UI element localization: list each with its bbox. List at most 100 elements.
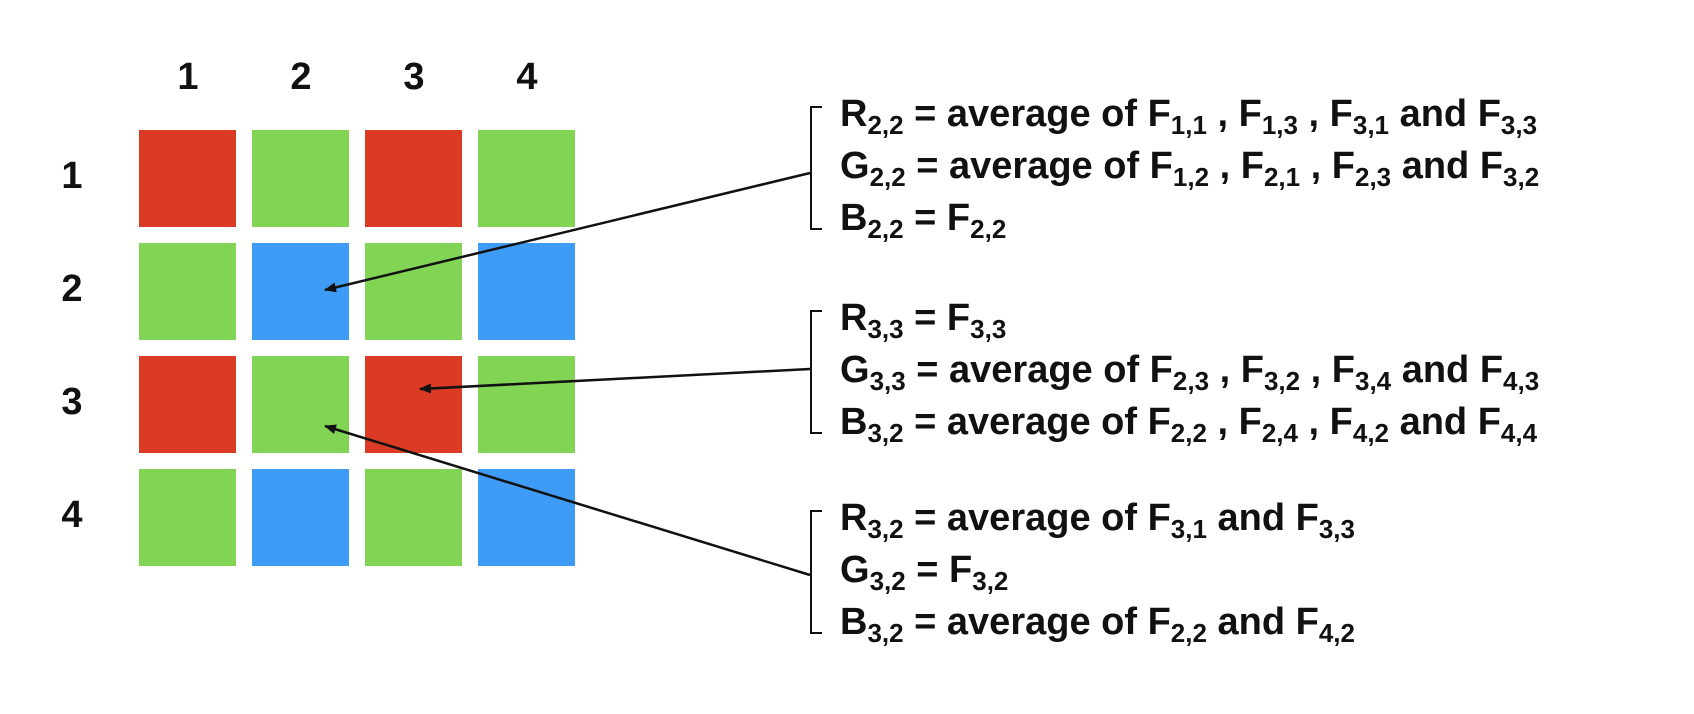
bracket-2 — [810, 310, 822, 434]
equation-subscript: 3,1 — [1352, 110, 1390, 140]
pixel-cell-2-3 — [365, 243, 462, 340]
equation-term: and F — [1389, 401, 1501, 443]
equation-line: G3,3 = average of F2,3 , F3,2 , F3,4 and… — [840, 348, 1539, 394]
pixel-cell-4-1 — [139, 469, 236, 566]
equation-term: , F — [1209, 145, 1264, 187]
col-label-2: 2 — [290, 56, 312, 98]
pixel-cell-3-1 — [139, 356, 236, 453]
col-label-3: 3 — [403, 56, 425, 98]
equation-subscript: 4,2 — [1352, 418, 1390, 448]
equation-term: = average of F — [903, 401, 1171, 443]
equation-term: G — [840, 145, 870, 187]
equation-block-1: R2,2 = average of F1,1 , F1,3 , F3,1 and… — [810, 92, 1670, 242]
equation-line: B2,2 = F2,2 — [840, 196, 1006, 242]
row-label-1: 1 — [61, 155, 83, 197]
equation-line: B3,2 = average of F2,2 and F4,2 — [840, 600, 1355, 646]
equation-subscript: 4,2 — [1318, 618, 1355, 648]
arrow-to-cell-2-2 — [324, 171, 811, 293]
equation-line: G3,2 = F3,2 — [840, 548, 1008, 594]
equation-subscript: 3,2 — [867, 514, 904, 544]
equation-subscript: 2,2 — [869, 162, 906, 192]
equation-subscript: 2,2 — [970, 214, 1007, 244]
bracket-3 — [810, 510, 822, 634]
equation-term: = average of F — [903, 601, 1171, 643]
equation-subscript: 3,2 — [1503, 162, 1540, 192]
equation-subscript: 3,4 — [1354, 366, 1392, 396]
equation-term: = average of F — [905, 145, 1173, 187]
equation-subscript: 4,4 — [1500, 418, 1538, 448]
pixel-cell-3-4 — [478, 356, 575, 453]
equation-term: = average of F — [903, 497, 1171, 539]
equation-subscript: 3,2 — [867, 618, 904, 648]
row-label-4: 4 — [61, 494, 83, 536]
equation-subscript: 3,3 — [1318, 514, 1355, 544]
equation-line: R3,2 = average of F3,1 and F3,3 — [840, 496, 1355, 542]
equation-term: R — [840, 497, 868, 539]
equation-term: , F — [1297, 401, 1353, 443]
col-label-4: 4 — [516, 56, 538, 98]
equation-subscript: 3,3 — [970, 314, 1007, 344]
equation-term: and F — [1206, 497, 1319, 539]
equation-term: and F — [1391, 145, 1504, 187]
row-label-3: 3 — [61, 381, 83, 423]
equation-term: = average of F — [903, 93, 1171, 135]
equation-term: and F — [1391, 349, 1504, 391]
equation-term: , F — [1206, 93, 1262, 135]
pixel-cell-4-3 — [365, 469, 462, 566]
pixel-cell-4-2 — [252, 469, 349, 566]
pixel-cell-4-4 — [478, 469, 575, 566]
equation-term: , F — [1300, 145, 1355, 187]
equation-subscript: 2,2 — [867, 214, 904, 244]
equation-term: B — [840, 601, 868, 643]
bracket-1 — [810, 106, 822, 230]
equation-subscript: 2,2 — [867, 110, 904, 140]
equation-term: R — [840, 297, 868, 339]
equation-block-2: R3,3 = F3,3 G3,3 = average of F2,3 , F3,2… — [810, 296, 1670, 446]
equation-term: , F — [1209, 349, 1264, 391]
equation-subscript: 3,2 — [869, 566, 906, 596]
equation-line: B3,2 = average of F2,2 , F2,4 , F4,2 and… — [840, 400, 1537, 446]
equation-term: and F — [1206, 601, 1319, 643]
equation-subscript: 2,3 — [1354, 162, 1392, 192]
equation-term: , F — [1206, 401, 1262, 443]
equation-term: = F — [903, 297, 971, 339]
pixel-cell-3-2 — [252, 356, 349, 453]
equation-block-3: R3,2 = average of F3,1 and F3,3 G3,2 = F3… — [810, 496, 1670, 646]
pixel-cell-1-3 — [365, 130, 462, 227]
equation-subscript: 3,2 — [972, 566, 1009, 596]
equation-subscript: 1,3 — [1261, 110, 1298, 140]
col-label-1: 1 — [177, 56, 199, 98]
equation-line: R3,3 = F3,3 — [840, 296, 1006, 342]
pixel-cell-1-2 — [252, 130, 349, 227]
equation-subscript: 2,2 — [1170, 618, 1207, 648]
equation-subscript: 2,4 — [1261, 418, 1298, 448]
equation-subscript: 2,2 — [1170, 418, 1207, 448]
equation-line: R2,2 = average of F1,1 , F1,3 , F3,1 and… — [840, 92, 1537, 138]
equation-subscript: 3,3 — [869, 366, 906, 396]
pixel-cell-1-4 — [478, 130, 575, 227]
arrow-to-cell-3-3 — [419, 367, 811, 394]
equation-subscript: 3,2 — [867, 418, 904, 448]
equation-subscript: 3,3 — [867, 314, 904, 344]
equation-term: and F — [1389, 93, 1501, 135]
pixel-cell-1-1 — [139, 130, 236, 227]
arrow-to-cell-3-2 — [324, 424, 811, 577]
equation-subscript: 4,3 — [1503, 366, 1540, 396]
equation-term: , F — [1297, 93, 1353, 135]
equation-term: R — [840, 93, 868, 135]
equation-term: = F — [905, 549, 973, 591]
pixel-cell-2-1 — [139, 243, 236, 340]
equation-line: G2,2 = average of F1,2 , F2,1 , F2,3 and… — [840, 144, 1539, 190]
equation-term: B — [840, 401, 868, 443]
equation-term: B — [840, 197, 868, 239]
equation-subscript: 2,3 — [1172, 366, 1210, 396]
equation-subscript: 1,1 — [1170, 110, 1207, 140]
equation-term: , F — [1300, 349, 1355, 391]
equation-subscript: 3,1 — [1170, 514, 1207, 544]
equation-subscript: 2,1 — [1263, 162, 1301, 192]
pixel-cell-3-3 — [365, 356, 462, 453]
equation-subscript: 1,2 — [1172, 162, 1210, 192]
equation-subscript: 3,3 — [1500, 110, 1538, 140]
